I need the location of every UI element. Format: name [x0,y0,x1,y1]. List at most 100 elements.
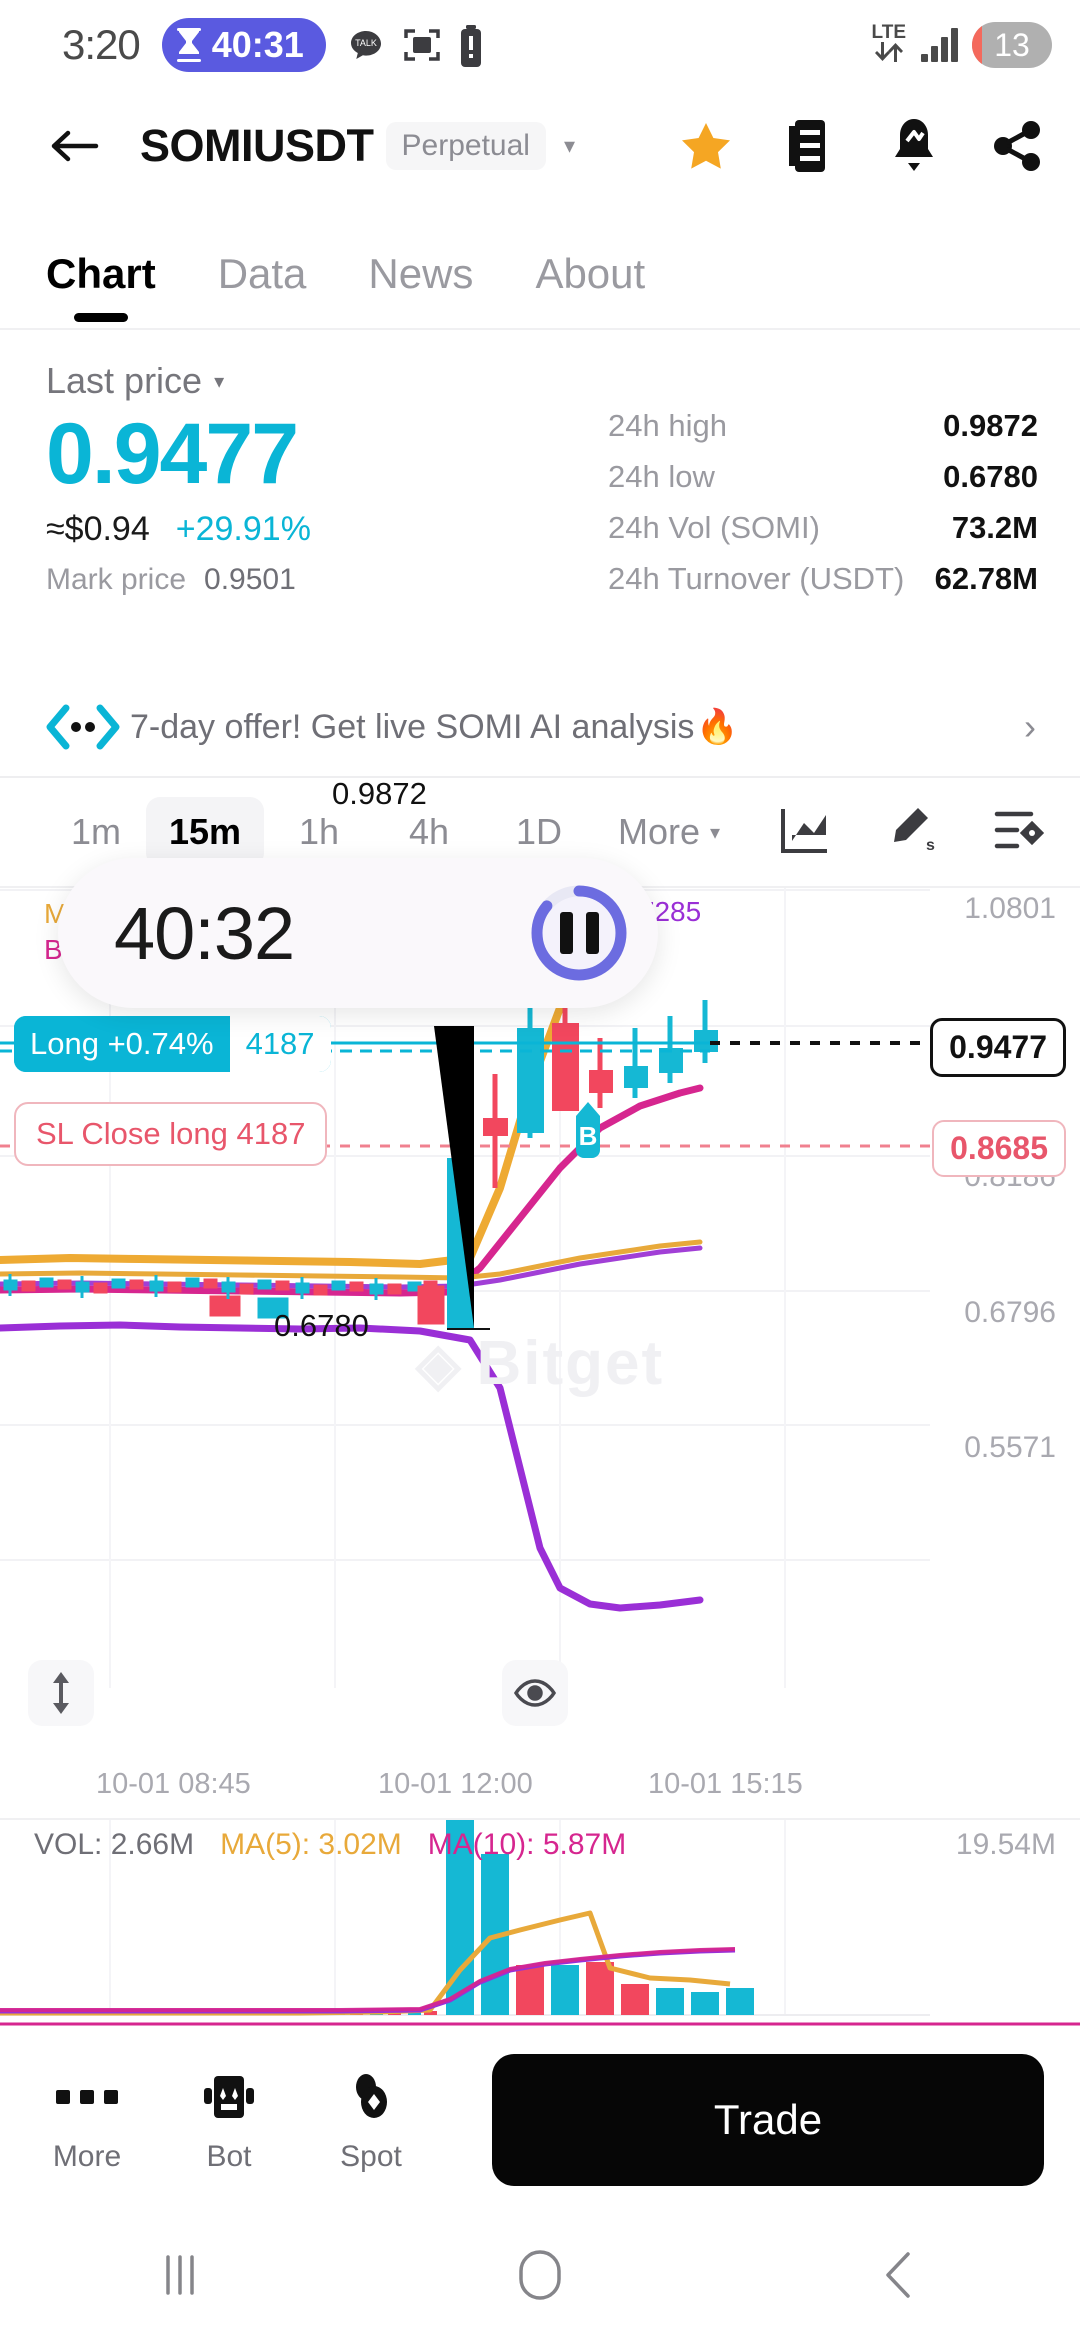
mark-price-value: 0.9501 [204,563,296,596]
trade-button[interactable]: Trade [492,2054,1044,2186]
more-dots-icon [56,2066,118,2128]
orderbook-icon[interactable] [784,120,836,172]
status-bar: 3:20 40:31 TALK LTE [0,0,1080,90]
svg-text:B: B [579,1121,598,1151]
eye-icon[interactable] [502,1660,568,1726]
bottom-item-label: Bot [206,2140,252,2173]
tab-chart[interactable]: Chart [46,250,156,322]
bell-alert-icon[interactable] [888,119,940,172]
tab-active-underline [73,313,128,322]
tabs-divider [0,328,1080,330]
indicators-icon[interactable] [994,808,1045,857]
progress-ring-icon [531,885,627,981]
timer-overlay[interactable]: 40:32 [58,858,658,1008]
timeframe-1d[interactable]: 1D [515,811,563,852]
timeframe-1h[interactable]: 1h [298,811,340,852]
axis-label: 0.6796 [964,1296,1056,1329]
mark-price-row: Mark price 0.9501 [46,563,311,597]
chart-tool-icons: s [780,806,1045,859]
stat-value: 0.9872 [943,408,1038,443]
price-block: Last price ▾ 0.9477 ≈$0.94 +29.91% Mark … [46,360,311,597]
vertical-scale-icon[interactable] [28,1660,94,1726]
chevron-right-icon[interactable]: › [1024,706,1036,747]
stat-value: 0.6780 [943,459,1038,494]
promo-banner[interactable]: 7-day offer! Get live SOMI AI analysis 🔥 … [0,680,1080,774]
chart-type-icon[interactable] [780,807,830,858]
last-price-value: 0.9477 [46,406,299,502]
price-sub-row: ≈$0.94 +29.91% [46,510,311,549]
svg-text:s: s [926,837,935,854]
stat-label: 24h low [608,459,715,494]
spot-coins-icon [342,2066,400,2128]
stat-row: 24h Turnover (USDT) 62.78M [608,561,1038,597]
stat-row: 24h high 0.9872 [608,408,1038,444]
bitget-watermark: ◈ Bitget [416,1328,664,1399]
timer-pill-text: 40:31 [211,24,304,65]
data-arrows-icon [872,42,906,67]
tab-about[interactable]: About [535,250,646,297]
position-tag[interactable]: Long +0.74% 4187 [14,1016,331,1072]
timeframe-more[interactable]: More ▾ [618,811,720,853]
tab-news[interactable]: News [368,250,474,297]
tab-chart-label: Chart [46,250,156,297]
promo-divider [0,776,1080,778]
timeframe-more-label: More [618,811,701,852]
bottom-item-spot[interactable]: Spot [300,2066,442,2174]
stat-label: 24h Turnover (USDT) [608,561,905,596]
sl-order-tag[interactable]: SL Close long 4187 [14,1102,328,1166]
header-actions [680,119,1044,172]
app-header: SOMIUSDT Perpetual ▾ [0,96,1080,196]
recents-icon[interactable] [120,2235,240,2315]
section-tabs: Chart Data News About [0,226,1080,322]
hourglass-icon [176,28,202,62]
price-chart[interactable]: B [0,776,1080,1760]
bottom-item-label: More [52,2140,122,2173]
current-price-tag[interactable]: 0.9477 [930,1018,1066,1077]
bitget-logo-icon: ◈ [415,1331,463,1397]
stat-label: 24h Vol (SOMI) [608,510,820,545]
star-icon[interactable] [680,120,732,172]
timeframe-bar: 1m 15m 1h 4h 1D More ▾ s [0,778,1080,886]
position-side-label: Long +0.74% [14,1016,230,1072]
timeframe-4h[interactable]: 4h [408,811,450,852]
time-tick: 10-01 12:00 [378,1768,533,1800]
promo-text-label: 7-day offer! Get live SOMI AI analysis [130,707,695,746]
volume-svg [0,1804,1080,2026]
bottom-item-more[interactable]: More [16,2066,158,2174]
price-source-label: Last price [46,360,203,401]
tab-data[interactable]: Data [217,250,307,297]
android-nav-bar [0,2210,1080,2340]
draw-pen-icon[interactable]: s [888,806,936,859]
volume-scale-top: 19.54M [955,1828,1056,1861]
chevron-down-icon: ▾ [214,370,225,393]
stat-row: 24h Vol (SOMI) 73.2M [608,510,1038,546]
svg-text:TALK: TALK [355,38,377,48]
share-icon[interactable] [992,120,1044,172]
chevron-down-icon[interactable]: ▾ [563,133,575,158]
back-arrow-icon[interactable] [46,118,102,174]
bottom-item-label: Spot [340,2140,402,2173]
bottom-item-bot[interactable]: Bot [158,2066,300,2174]
nav-back-icon[interactable] [840,2235,960,2315]
axis-label: 1.0801 [964,892,1056,925]
timeframe-15m[interactable]: 15m [146,797,264,867]
high-price-label: 0.9872 [332,776,427,811]
fire-icon: 🔥 [696,708,739,746]
time-tick: 10-01 15:15 [648,1768,803,1800]
status-bar-right: LTE 13 [872,0,1052,90]
contract-type-badge[interactable]: Perpetual [385,122,546,170]
volume-chart[interactable]: VOL: 2.66M MA(5): 3.02M MA(10): 5.87M 19… [0,1804,1080,2032]
mark-price-label: Mark price [46,563,187,596]
pause-button[interactable] [526,880,632,986]
promo-text: 7-day offer! Get live SOMI AI analysis 🔥 [130,707,739,747]
symbol-title[interactable]: SOMIUSDT [140,120,374,171]
battery-indicator: 13 [972,22,1052,68]
sl-price-tag[interactable]: 0.8685 [932,1120,1066,1177]
price-source-selector[interactable]: Last price ▾ [46,360,311,402]
home-icon[interactable] [480,2235,600,2315]
network-indicator: LTE [872,23,906,67]
timeframe-1m[interactable]: 1m [70,811,121,852]
volume-ma5-label: MA(5): 3.02M [220,1828,402,1861]
timer-pill[interactable]: 40:31 [161,18,326,72]
